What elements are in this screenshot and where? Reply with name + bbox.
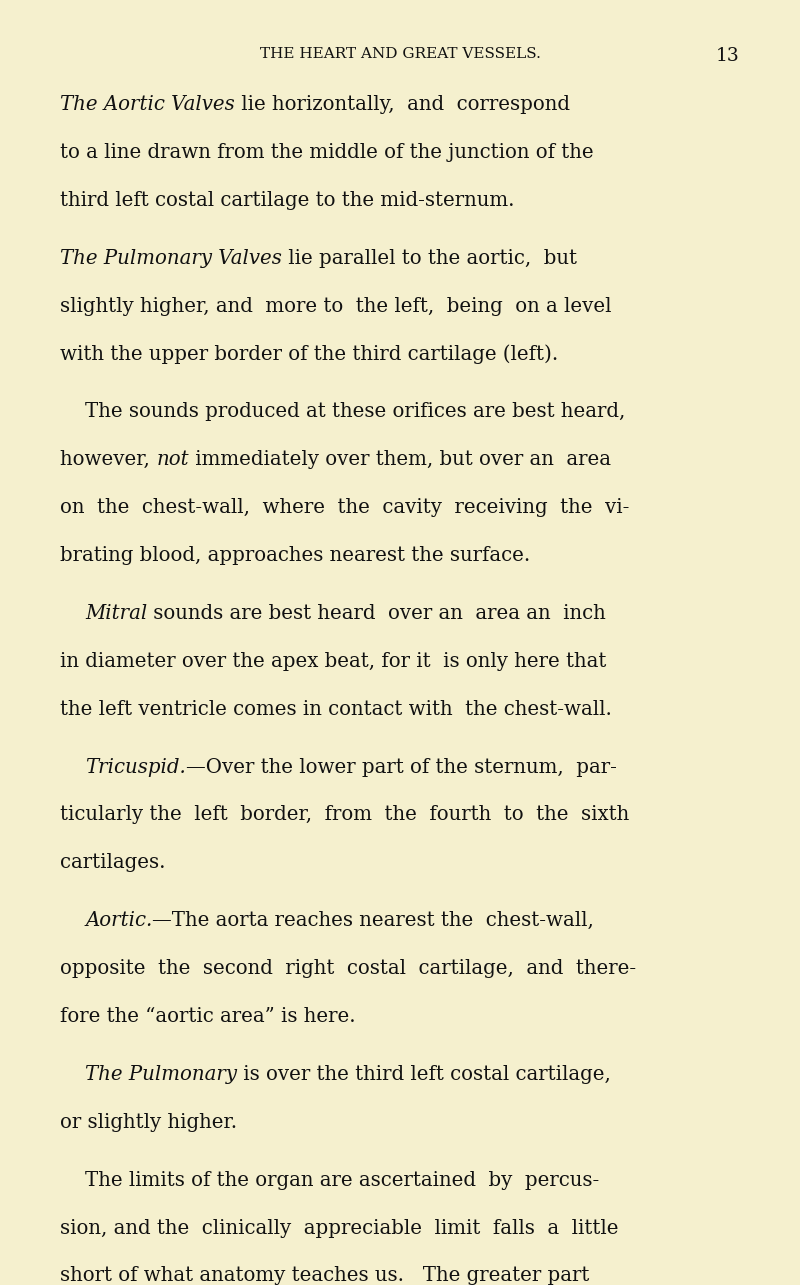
Text: in diameter over the apex beat, for it  is only here that: in diameter over the apex beat, for it i… — [60, 651, 606, 671]
Text: lie parallel to the aortic,  but: lie parallel to the aortic, but — [282, 249, 577, 267]
Text: —The aorta reaches nearest the  chest-wall,: —The aorta reaches nearest the chest-wal… — [152, 911, 594, 930]
Text: short of what anatomy teaches us.   The greater part: short of what anatomy teaches us. The gr… — [60, 1267, 590, 1285]
Text: Aortic.: Aortic. — [85, 911, 152, 930]
Text: slightly higher, and  more to  the left,  being  on a level: slightly higher, and more to the left, b… — [60, 297, 611, 316]
Text: The Aortic Valves: The Aortic Valves — [60, 95, 234, 114]
Text: The Pulmonary Valves: The Pulmonary Valves — [60, 249, 282, 267]
Text: on  the  chest-wall,  where  the  cavity  receiving  the  vi-: on the chest-wall, where the cavity rece… — [60, 499, 630, 517]
Text: ticularly the  left  border,  from  the  fourth  to  the  sixth: ticularly the left border, from the four… — [60, 806, 630, 825]
Text: Tricuspid.: Tricuspid. — [85, 758, 186, 776]
Text: THE HEART AND GREAT VESSELS.: THE HEART AND GREAT VESSELS. — [259, 46, 541, 60]
Text: is over the third left costal cartilage,: is over the third left costal cartilage, — [237, 1065, 611, 1085]
Text: however,: however, — [60, 450, 156, 469]
Text: cartilages.: cartilages. — [60, 853, 166, 873]
Text: The limits of the organ are ascertained  by  percus-: The limits of the organ are ascertained … — [60, 1171, 599, 1190]
Text: sounds are best heard  over an  area an  inch: sounds are best heard over an area an in… — [147, 604, 606, 623]
Text: fore the “aortic area” is here.: fore the “aortic area” is here. — [60, 1007, 356, 1025]
Text: 13: 13 — [716, 46, 740, 66]
Text: to a line drawn from the middle of the junction of the: to a line drawn from the middle of the j… — [60, 143, 594, 162]
Text: sion, and the  clinically  appreciable  limit  falls  a  little: sion, and the clinically appreciable lim… — [60, 1218, 618, 1237]
Text: lie horizontally,  and  correspond: lie horizontally, and correspond — [234, 95, 570, 114]
Text: or slightly higher.: or slightly higher. — [60, 1113, 237, 1132]
Text: The Pulmonary: The Pulmonary — [85, 1065, 237, 1085]
Text: the left ventricle comes in contact with  the chest-wall.: the left ventricle comes in contact with… — [60, 699, 612, 718]
Text: third left costal cartilage to the mid-sternum.: third left costal cartilage to the mid-s… — [60, 190, 514, 209]
Text: opposite  the  second  right  costal  cartilage,  and  there-: opposite the second right costal cartila… — [60, 959, 636, 978]
Text: immediately over them, but over an  area: immediately over them, but over an area — [189, 450, 610, 469]
Text: Mitral: Mitral — [85, 604, 147, 623]
Text: with the upper border of the third cartilage (left).: with the upper border of the third carti… — [60, 344, 558, 364]
Text: The sounds produced at these orifices are best heard,: The sounds produced at these orifices ar… — [60, 402, 626, 421]
Text: not: not — [156, 450, 189, 469]
Text: —Over the lower part of the sternum,  par-: —Over the lower part of the sternum, par… — [186, 758, 617, 776]
Text: brating blood, approaches nearest the surface.: brating blood, approaches nearest the su… — [60, 546, 530, 565]
